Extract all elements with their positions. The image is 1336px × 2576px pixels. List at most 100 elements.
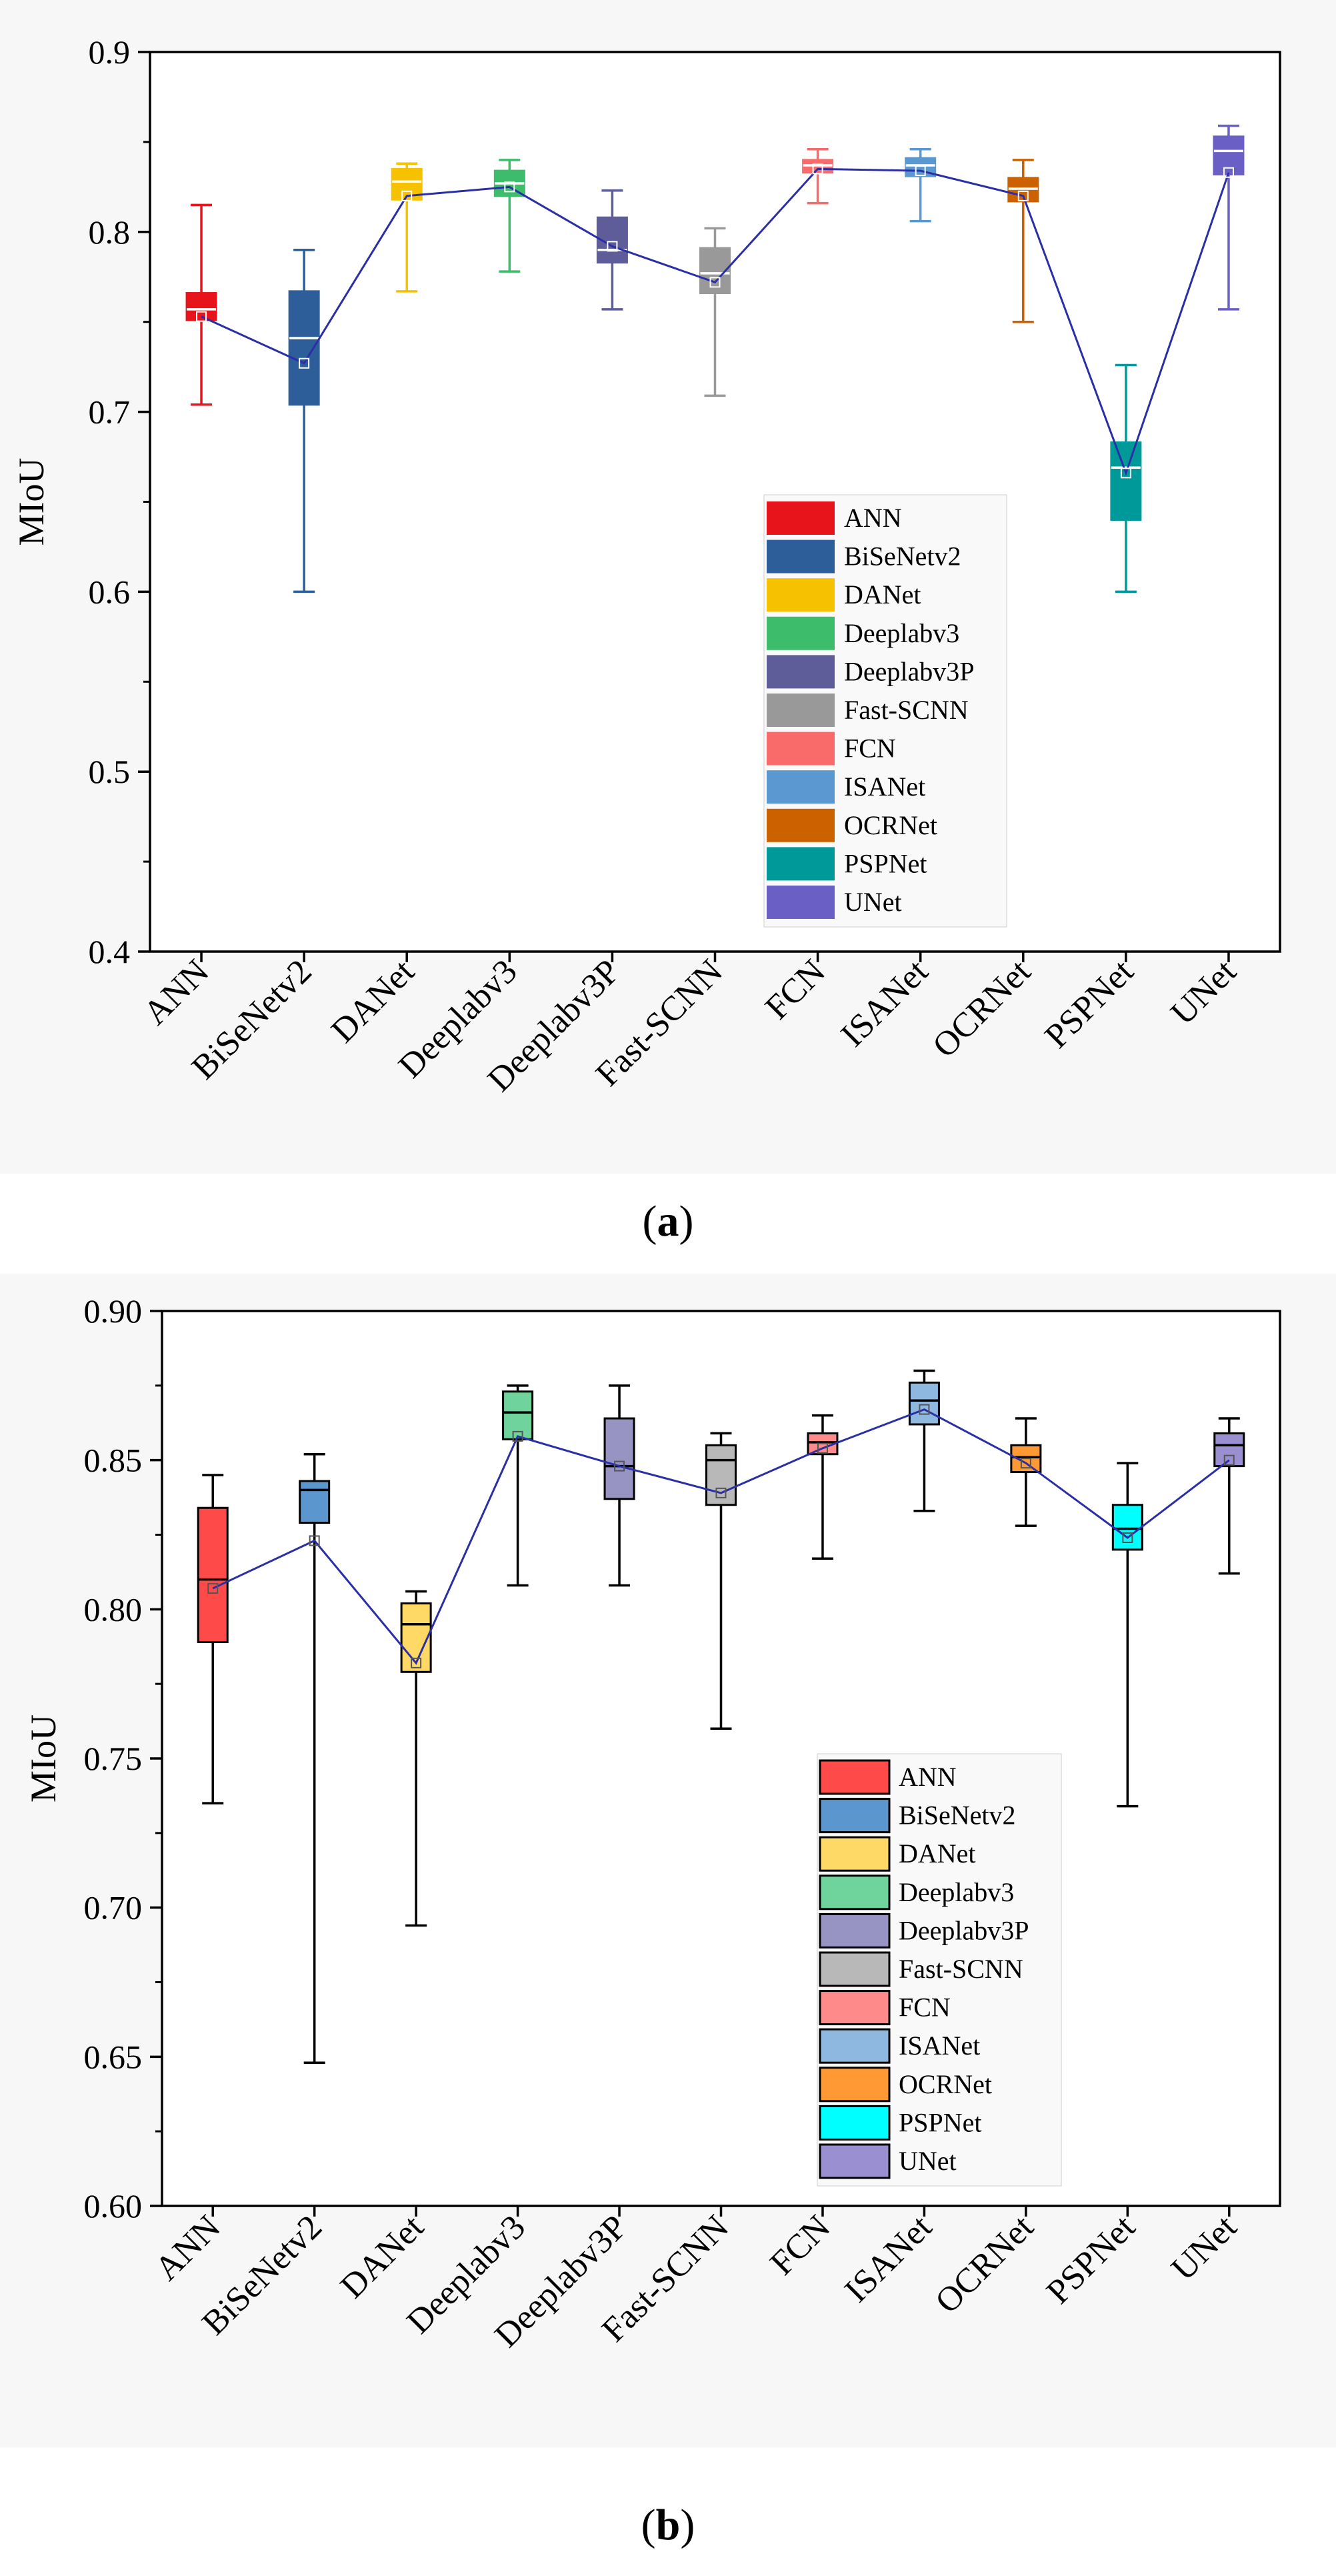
legend-label: DANet — [899, 1838, 976, 1868]
mean-marker — [309, 1535, 320, 1546]
mean-line — [201, 167, 1230, 476]
mean-marker — [207, 1583, 219, 1594]
legend-swatch — [767, 655, 835, 689]
box-iqr — [705, 1444, 737, 1506]
legend-label: PSPNet — [844, 848, 927, 878]
y-axis-label: MIoU — [23, 1714, 63, 1802]
chart-panel-b: 0.60 0.65 0.70 0.75 0.80 0.85 0.90 MIoU ANN BiSeN… — [0, 1274, 1336, 2549]
box-BiSeNetv2 — [299, 1452, 331, 2065]
panel-caption: (a) — [643, 1197, 694, 1246]
box-iqr — [1213, 135, 1245, 175]
panel-caption-letter: b — [656, 2501, 681, 2549]
legend-label: OCRNet — [899, 2069, 992, 2099]
mean-marker — [715, 1487, 727, 1498]
mean-marker — [709, 277, 721, 288]
box-iqr — [197, 1506, 229, 1644]
panel-caption-letter: a — [657, 1197, 679, 1246]
box-ISANet — [905, 147, 937, 223]
mean-marker — [812, 163, 823, 175]
y-tick-label: 0.7 — [89, 393, 131, 431]
box-iqr — [603, 1417, 635, 1500]
y-tick-label: 0.75 — [84, 1740, 143, 1777]
box-ANN — [185, 203, 217, 406]
legend-label: UNet — [844, 887, 902, 917]
legend-swatch — [819, 1836, 891, 1872]
mean-marker — [817, 1442, 828, 1454]
legend-swatch — [767, 578, 835, 612]
legend-swatch — [819, 2143, 891, 2179]
legend-swatch — [819, 1798, 891, 1834]
legend-swatch — [767, 847, 835, 881]
legend-label: Deeplabv3P — [899, 1915, 1029, 1945]
legend-label: ISANet — [899, 2031, 980, 2061]
legend-label: ANN — [844, 503, 902, 533]
mean-marker — [196, 311, 207, 322]
mean-marker — [1223, 1454, 1235, 1466]
mean-marker — [299, 357, 310, 369]
legend-label: PSPNet — [899, 2107, 982, 2137]
box-ANN — [197, 1474, 229, 1804]
legend-label: Fast-SCNN — [844, 695, 969, 725]
y-tick-label: 0.85 — [84, 1442, 143, 1479]
mean-marker — [512, 1430, 523, 1442]
legend-label: Fast-SCNN — [899, 1954, 1023, 1984]
panel-caption: (b) — [641, 2501, 695, 2549]
y-tick-label: 0.5 — [89, 753, 131, 790]
mean-marker — [504, 181, 515, 193]
box-iqr — [905, 157, 937, 177]
box-Fast-SCNN — [699, 227, 731, 397]
legend-label: UNet — [899, 2146, 957, 2176]
legend-label: BiSeNetv2 — [899, 1800, 1016, 1830]
legend-swatch — [819, 1874, 891, 1910]
y-tick-label: 0.8 — [89, 213, 131, 251]
legend-label: BiSeNetv2 — [844, 541, 961, 571]
legend-label: ANN — [899, 1762, 957, 1792]
legend-swatch — [819, 2028, 891, 2064]
y-tick-label: 0.4 — [89, 933, 131, 970]
box-PSPNet — [1110, 363, 1142, 593]
legend-swatch — [767, 501, 835, 535]
y-tick-label: 0.9 — [89, 33, 131, 71]
plot-area — [149, 51, 1281, 953]
box-iqr — [1110, 441, 1142, 521]
mean-marker — [1122, 1532, 1133, 1543]
mean-marker — [614, 1460, 625, 1472]
box-Deeplabv3P — [603, 1384, 635, 1587]
box-iqr — [908, 1381, 940, 1426]
legend-swatch — [819, 1990, 891, 2026]
legend-swatch — [767, 886, 835, 919]
legend-label: Deeplabv3 — [844, 618, 959, 648]
box-iqr — [400, 1602, 432, 1673]
legend-label: ISANet — [844, 772, 925, 802]
y-tick-label: 0.60 — [84, 2187, 143, 2225]
legend-swatch — [819, 2067, 891, 2103]
legend: ANN BiSeNetv2 DANet Deeplabv3 Deeplabv3P Fast… — [817, 1753, 1062, 2187]
legend-swatch — [767, 694, 835, 727]
mean-marker — [1017, 190, 1029, 201]
chart-panel-a: 0.4 0.5 0.6 0.7 0.8 0.9 MIoU ANN BiSeNetv2 DANet D… — [0, 0, 1336, 1246]
legend: ANN BiSeNetv2 DANet Deeplabv3 Deeplabv3P Fast… — [763, 494, 1007, 928]
y-axis-label: MIoU — [11, 458, 51, 546]
mean-marker — [1223, 167, 1234, 178]
legend-swatch — [819, 1912, 891, 1949]
mean-marker — [401, 190, 413, 201]
y-tick-label: 0.65 — [84, 2038, 143, 2075]
legend-swatch — [819, 1759, 891, 1795]
mean-marker — [1120, 467, 1131, 479]
legend-label: Deeplabv3P — [844, 656, 975, 686]
mean-marker — [1020, 1458, 1031, 1469]
box-DANet — [400, 1590, 432, 1927]
legend-swatch — [819, 1951, 891, 1987]
y-tick-label: 0.80 — [84, 1590, 143, 1628]
legend-swatch — [767, 732, 835, 766]
legend-label: FCN — [899, 1993, 951, 2023]
legend-swatch — [767, 616, 835, 650]
mean-line — [212, 1408, 1230, 1665]
legend-label: Deeplabv3 — [899, 1877, 1014, 1907]
legend-label: OCRNet — [844, 810, 937, 840]
mean-marker — [411, 1657, 422, 1668]
box-iqr — [299, 1480, 331, 1524]
y-axis: 0.60 0.65 0.70 0.75 0.80 0.85 0.90 MIoU — [23, 1292, 162, 2225]
legend-label: DANet — [844, 579, 921, 609]
